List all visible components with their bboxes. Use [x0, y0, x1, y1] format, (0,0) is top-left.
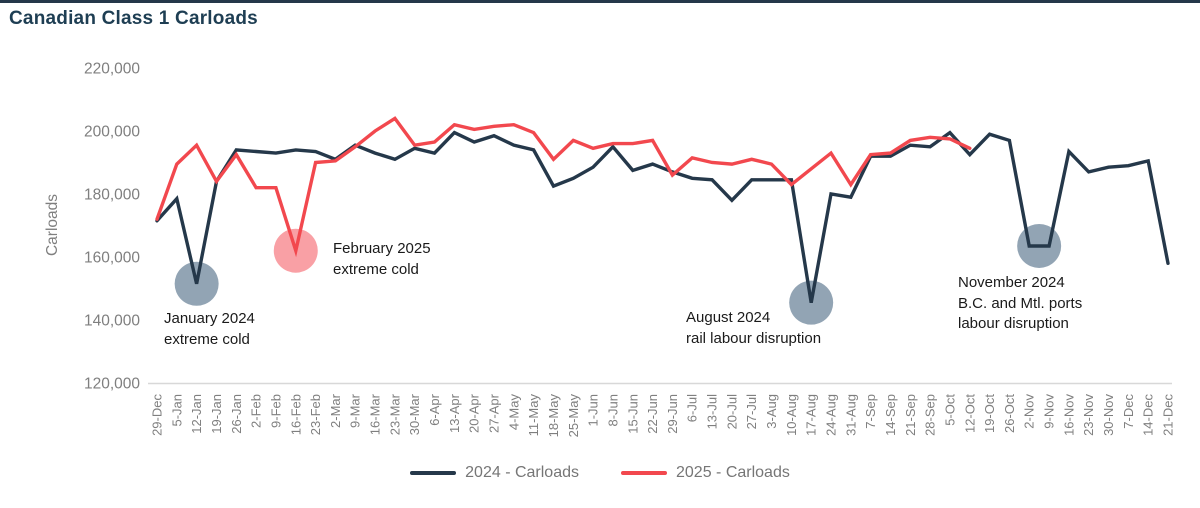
x-tick-label: 14-Sep	[883, 394, 898, 436]
x-tick-label: 1-Jun	[586, 394, 601, 427]
series-line-2024	[155, 130, 1170, 304]
chart-legend: 2024 - Carloads 2025 - Carloads	[0, 464, 1200, 482]
x-tick-label: 24-Aug	[824, 394, 839, 436]
line-chart-canvas: 220,000 200,000 180,000 160,000 140,000 120,0…	[44, 60, 1176, 438]
page-title: Canadian Class 1 Carloads	[9, 8, 258, 29]
x-tick-label: 10-Aug	[784, 394, 799, 436]
x-tick-label: 21-Sep	[903, 394, 918, 436]
x-tick-label: 16-Mar	[368, 393, 383, 435]
x-tick-label: 21-Dec	[1161, 394, 1176, 436]
x-tick-label: 15-Jun	[625, 394, 640, 434]
annotation-february-2025: February 2025 extreme cold	[333, 239, 431, 280]
legend-line-swatch-2025	[621, 471, 667, 475]
y-tick-label: 220,000	[84, 60, 140, 77]
x-tick-label: 26-Oct	[1002, 394, 1017, 433]
x-tick-label: 2-Mar	[328, 393, 343, 428]
annotation-line: rail labour disruption	[686, 329, 822, 347]
x-tick-label: 6-Apr	[427, 393, 442, 425]
x-tick-label: 9-Nov	[1042, 394, 1057, 429]
x-tick-label: 8-Jun	[605, 394, 620, 427]
x-tick-label: 23-Feb	[308, 394, 323, 435]
x-tick-label: 2-Feb	[249, 394, 264, 428]
x-tick-label: 3-Aug	[764, 394, 779, 429]
x-tick-label: 30-Mar	[407, 393, 422, 435]
x-tick-label: 9-Feb	[268, 394, 283, 428]
annotation-line: extreme cold	[164, 330, 250, 348]
annotation-line: August 2024	[686, 309, 771, 326]
annotation-line: February 2025	[333, 240, 431, 257]
legend-label-2024: 2024 - Carloads	[465, 464, 579, 481]
x-tick-label: 30-Nov	[1101, 394, 1116, 436]
y-tick-label: 160,000	[84, 249, 140, 266]
legend-line-swatch-2024	[410, 471, 457, 475]
y-tick-label: 180,000	[84, 186, 140, 203]
x-tick-label: 19-Oct	[982, 394, 997, 433]
x-tick-label: 9-Mar	[348, 393, 363, 428]
x-tick-label: 16-Feb	[288, 394, 303, 435]
annotation-line: November 2024	[958, 274, 1065, 291]
annotation-august-2024: August 2024 rail labour disruption	[686, 308, 821, 349]
y-tick-label: 120,000	[84, 375, 140, 392]
x-tick-label: 31-Aug	[843, 394, 858, 436]
x-tick-label: 23-Mar	[387, 393, 402, 435]
x-tick-label: 29-Jun	[665, 394, 680, 434]
x-tick-label: 17-Aug	[804, 394, 819, 436]
x-tick-label: 11-May	[526, 394, 541, 437]
annotation-line: January 2024	[164, 310, 255, 327]
legend-item-2025: 2025 - Carloads	[621, 464, 790, 482]
x-tick-label: 7-Dec	[1121, 394, 1136, 429]
x-tick-label: 20-Apr	[467, 393, 482, 433]
y-axis-title: Carloads	[44, 194, 61, 256]
x-tick-label: 26-Jan	[229, 394, 244, 434]
x-tick-label: 13-Jul	[705, 394, 720, 430]
x-tick-label: 4-May	[506, 394, 521, 431]
x-tick-label: 7-Sep	[863, 394, 878, 429]
y-tick-label: 200,000	[84, 123, 140, 140]
x-tick-label: 27-Apr	[487, 393, 502, 433]
y-tick-label: 140,000	[84, 312, 140, 329]
annotation-line: extreme cold	[333, 260, 419, 278]
legend-label-2025: 2025 - Carloads	[676, 464, 790, 481]
x-tick-label: 2-Nov	[1022, 394, 1037, 429]
x-tick-label: 5-Oct	[942, 394, 957, 426]
x-tick-label: 27-Jul	[744, 394, 759, 430]
x-tick-label: 29-Dec	[150, 394, 165, 436]
x-tick-label: 16-Nov	[1061, 394, 1076, 436]
x-tick-label: 28-Sep	[923, 394, 938, 436]
x-tick-label: 12-Jan	[189, 394, 204, 434]
annotation-line: labour disruption	[958, 315, 1069, 333]
x-tick-label: 22-Jun	[645, 394, 660, 434]
x-tick-label: 14-Dec	[1141, 394, 1156, 436]
x-tick-label: 25-May	[566, 394, 581, 438]
x-tick-label: 19-Jan	[209, 394, 224, 434]
annotation-november-2024: November 2024 B.C. and Mtl. ports labour…	[958, 273, 1082, 335]
x-tick-label: 18-May	[546, 394, 561, 438]
x-tick-label: 5-Jan	[169, 394, 184, 427]
legend-item-2024: 2024 - Carloads	[410, 464, 579, 482]
annotation-line: B.C. and Mtl. ports	[958, 294, 1083, 312]
series-line-2025	[155, 116, 972, 258]
x-tick-label: 13-Apr	[447, 393, 462, 433]
x-tick-label: 12-Oct	[962, 394, 977, 433]
x-tick-label: 6-Jul	[685, 394, 700, 422]
x-tick-label: 23-Nov	[1081, 394, 1096, 436]
x-tick-label: 20-Jul	[724, 394, 739, 430]
annotation-january-2024: January 2024 extreme cold	[164, 309, 255, 350]
